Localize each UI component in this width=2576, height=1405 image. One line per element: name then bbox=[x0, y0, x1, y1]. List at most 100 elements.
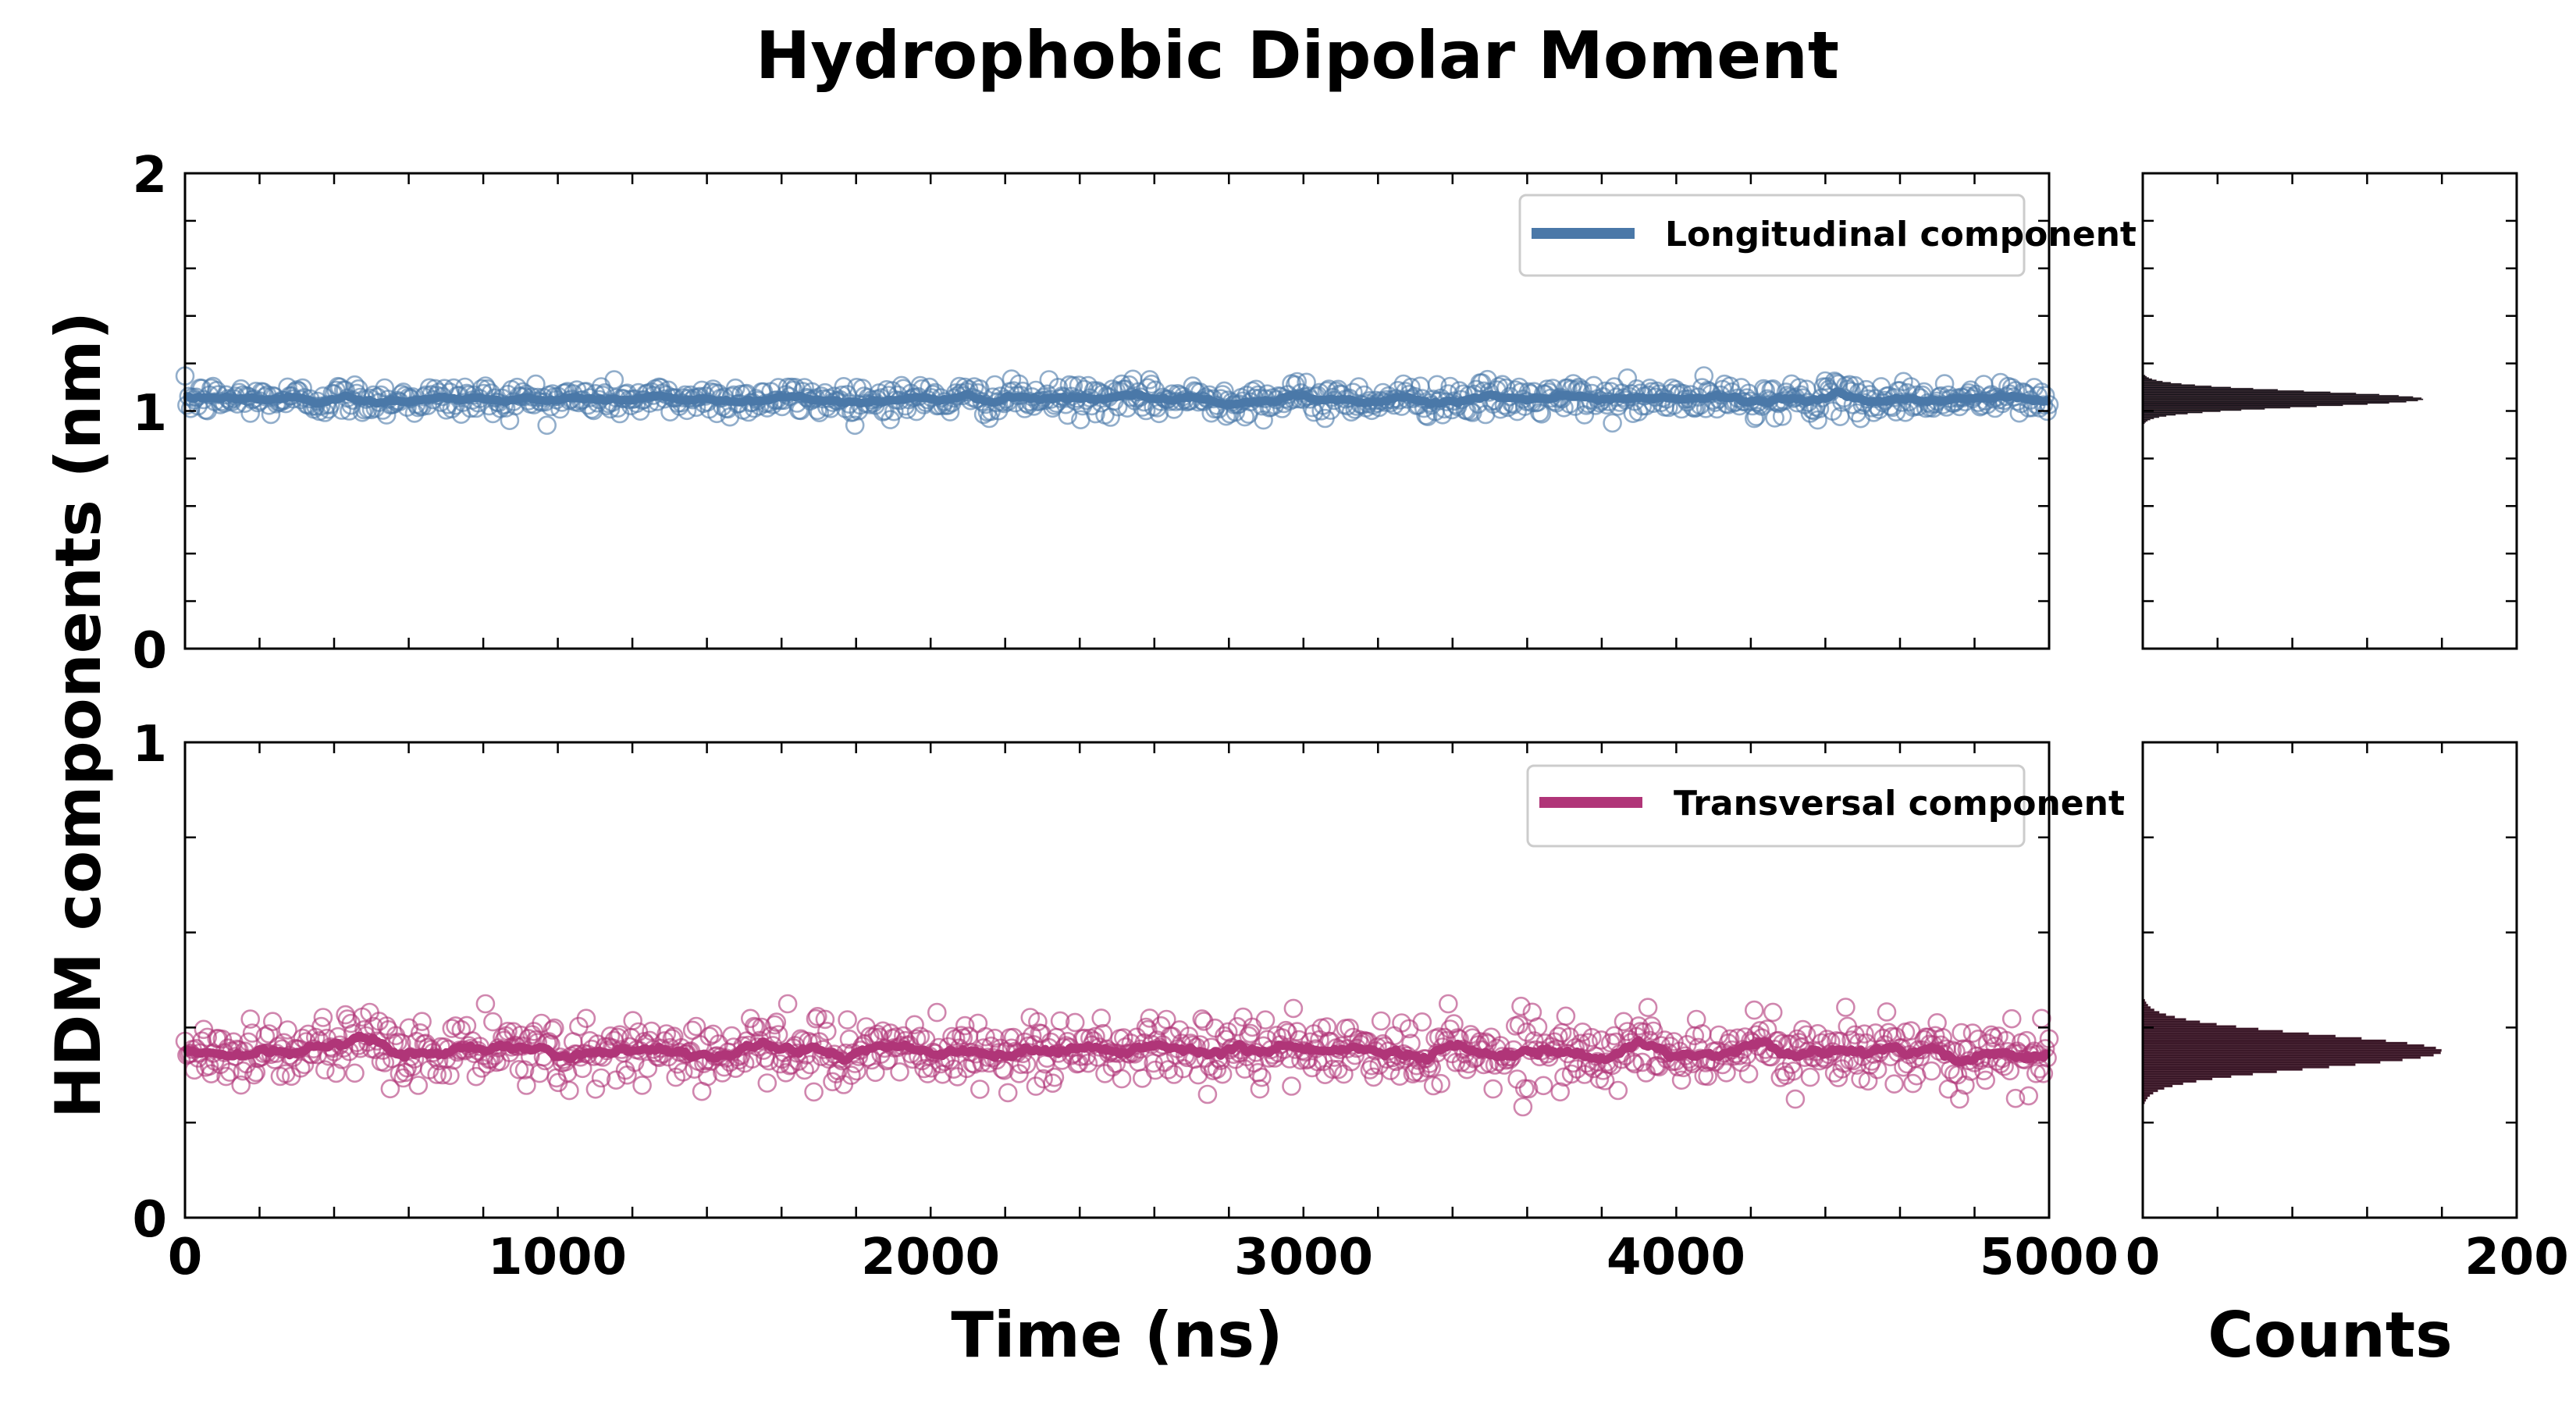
data-point bbox=[1533, 1076, 1553, 1096]
data-point bbox=[1746, 407, 1766, 426]
data-point bbox=[412, 1012, 432, 1031]
data-point bbox=[632, 1076, 652, 1095]
data-point bbox=[1095, 1064, 1115, 1083]
histogram-bar bbox=[2142, 417, 2154, 420]
data-point bbox=[767, 1012, 787, 1032]
data-point bbox=[1550, 1082, 1570, 1102]
x-tick-label-0: 0 bbox=[168, 1229, 203, 1286]
histogram-bar bbox=[2142, 1072, 2254, 1076]
data-point bbox=[1518, 1079, 1539, 1099]
histogram-bar bbox=[2142, 1044, 2425, 1048]
data-point bbox=[1016, 1055, 1037, 1074]
data-point bbox=[576, 1008, 596, 1028]
data-point bbox=[294, 1055, 315, 1075]
data-point bbox=[927, 1002, 947, 1023]
x-tick-label-4000: 4000 bbox=[1606, 1229, 1745, 1286]
data-point bbox=[2026, 1064, 2046, 1083]
data-point bbox=[1763, 1002, 1783, 1023]
bottom-legend-label: Transversal component bbox=[1674, 784, 2125, 823]
data-point bbox=[1974, 1061, 1994, 1081]
top-timeseries-panel: 2 1 0 Longitudinal component bbox=[132, 147, 2136, 680]
data-point bbox=[514, 1060, 535, 1080]
data-point bbox=[345, 375, 365, 395]
top-histogram-bars bbox=[2142, 375, 2424, 425]
counts-tick-label-200: 200 bbox=[2464, 1229, 2569, 1286]
data-point bbox=[1800, 1067, 1820, 1087]
data-point bbox=[1194, 1012, 1214, 1031]
histogram-bar bbox=[2142, 1008, 2154, 1012]
histogram-bar bbox=[2142, 400, 2407, 403]
x-tick-label-5000: 5000 bbox=[1980, 1229, 2119, 1286]
data-point bbox=[315, 1060, 335, 1080]
data-point bbox=[1922, 1061, 1941, 1081]
data-point bbox=[408, 1076, 429, 1095]
data-point bbox=[1044, 1067, 1065, 1087]
histogram-bar bbox=[2142, 1018, 2186, 1021]
data-point bbox=[1239, 1026, 1258, 1046]
x-tick-label-3000: 3000 bbox=[1234, 1229, 1373, 1286]
data-point bbox=[1884, 1074, 1904, 1094]
data-point bbox=[804, 1082, 824, 1102]
data-point bbox=[1994, 1056, 2014, 1076]
data-point bbox=[1197, 1084, 1218, 1104]
data-point bbox=[1664, 1032, 1684, 1051]
histogram-bar bbox=[2142, 1061, 2381, 1064]
running-mean-line bbox=[182, 387, 2052, 409]
bottom-y-tick-label-0: 0 bbox=[132, 1191, 167, 1249]
data-point bbox=[905, 1015, 924, 1035]
data-point bbox=[1556, 1006, 1576, 1026]
data-point bbox=[1793, 1019, 1813, 1040]
data-point bbox=[1976, 1070, 1995, 1090]
histogram-bar bbox=[2142, 1087, 2165, 1090]
histogram-bar bbox=[2142, 389, 2304, 393]
histogram-bar bbox=[2142, 1054, 2434, 1057]
histogram-bar bbox=[2142, 1020, 2201, 1023]
data-point bbox=[1582, 1028, 1602, 1048]
data-point bbox=[199, 1056, 219, 1076]
data-point bbox=[1754, 379, 1774, 399]
data-point bbox=[1212, 1064, 1233, 1084]
data-point bbox=[1608, 1080, 1628, 1101]
data-point bbox=[517, 1076, 536, 1095]
data-point bbox=[1623, 1052, 1643, 1072]
data-point bbox=[1511, 996, 1531, 1016]
data-point bbox=[427, 1065, 447, 1084]
histogram-bar bbox=[2142, 1051, 2441, 1055]
histogram-bar bbox=[2142, 1056, 2421, 1059]
data-point bbox=[1283, 998, 1304, 1019]
data-point bbox=[311, 1016, 331, 1037]
data-point bbox=[703, 1024, 723, 1044]
data-point bbox=[1483, 1079, 1503, 1099]
data-point bbox=[345, 1063, 365, 1083]
data-point bbox=[1252, 1067, 1272, 1087]
histogram-bar bbox=[2142, 385, 2212, 388]
data-point bbox=[446, 1016, 465, 1036]
data-point bbox=[278, 1020, 297, 1040]
data-point bbox=[475, 994, 496, 1014]
data-point bbox=[1785, 1089, 1806, 1109]
data-point bbox=[1136, 1017, 1156, 1037]
histogram-bar bbox=[2142, 1089, 2158, 1093]
data-point bbox=[1962, 1023, 1983, 1043]
data-point bbox=[1817, 1030, 1837, 1049]
data-point bbox=[1877, 1002, 1897, 1022]
histogram-bar bbox=[2142, 1039, 2386, 1043]
data-point bbox=[1784, 1062, 1803, 1081]
data-point bbox=[1317, 1017, 1337, 1037]
histogram-bar bbox=[2142, 1082, 2183, 1086]
top-histogram-panel bbox=[2141, 172, 2518, 650]
histogram-bar bbox=[2142, 411, 2203, 414]
data-point bbox=[1164, 1065, 1184, 1084]
bottom-timeseries-frame bbox=[183, 741, 2051, 1219]
data-point bbox=[976, 1026, 995, 1047]
data-point bbox=[560, 1080, 579, 1101]
data-point bbox=[845, 415, 865, 436]
data-point bbox=[240, 1009, 261, 1029]
data-point bbox=[410, 1023, 430, 1043]
data-point bbox=[1560, 1027, 1579, 1047]
data-point bbox=[1276, 1020, 1296, 1040]
bottom-histogram-panel: 0 200 Counts bbox=[2126, 741, 2569, 1371]
data-point bbox=[231, 1075, 251, 1095]
top-legend-box bbox=[1518, 194, 2026, 277]
data-point bbox=[544, 1018, 564, 1038]
